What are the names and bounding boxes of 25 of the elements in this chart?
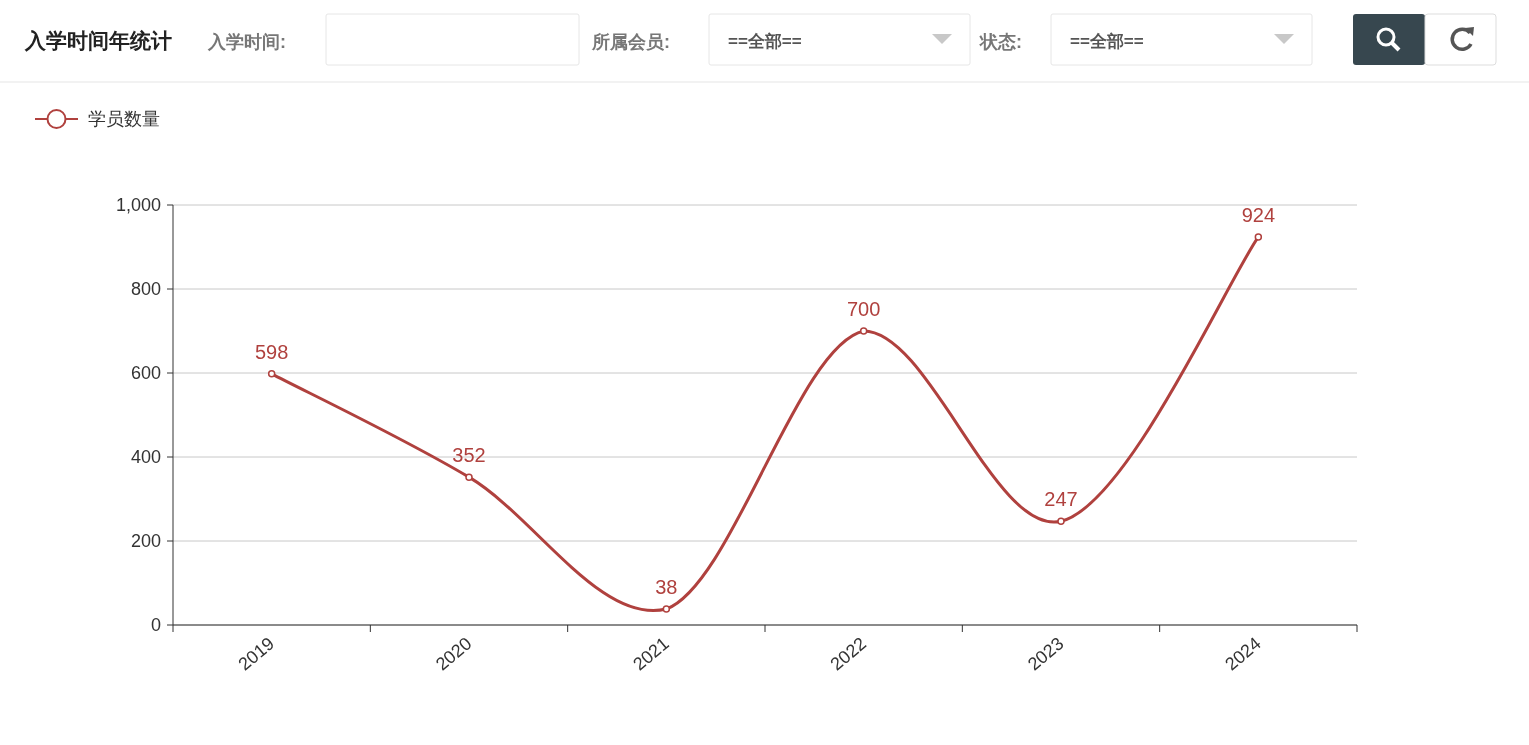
- y-tick-label: 800: [130, 279, 161, 299]
- chart-title: 入学时间年统计: [24, 29, 172, 52]
- point: [465, 473, 473, 481]
- point: [267, 370, 276, 378]
- y-tick-label: 1,000: [115, 195, 161, 215]
- point: [662, 605, 671, 613]
- y-tick-label: 400: [130, 447, 161, 467]
- data-label: 598: [254, 340, 289, 363]
- text: 所属会员:: [591, 32, 670, 52]
- y-tick-label: 600: [130, 363, 161, 383]
- data-label: 247: [1044, 488, 1078, 511]
- point: [1254, 233, 1263, 241]
- data-label: 38: [655, 576, 678, 599]
- data-label: 352: [452, 444, 486, 467]
- y-tick-label: 0: [150, 615, 161, 635]
- point: [859, 327, 868, 335]
- text: ==全部==: [1070, 32, 1144, 51]
- data-label: 924: [1241, 203, 1276, 226]
- text: ==全部==: [728, 32, 802, 51]
- text: 状态:: [978, 32, 1022, 52]
- legend-label: 学员数量: [88, 109, 160, 129]
- data-label: 700: [846, 298, 881, 320]
- text: 入学时间:: [207, 32, 286, 52]
- point: [1057, 517, 1065, 526]
- y-tick-label: 200: [130, 531, 161, 551]
